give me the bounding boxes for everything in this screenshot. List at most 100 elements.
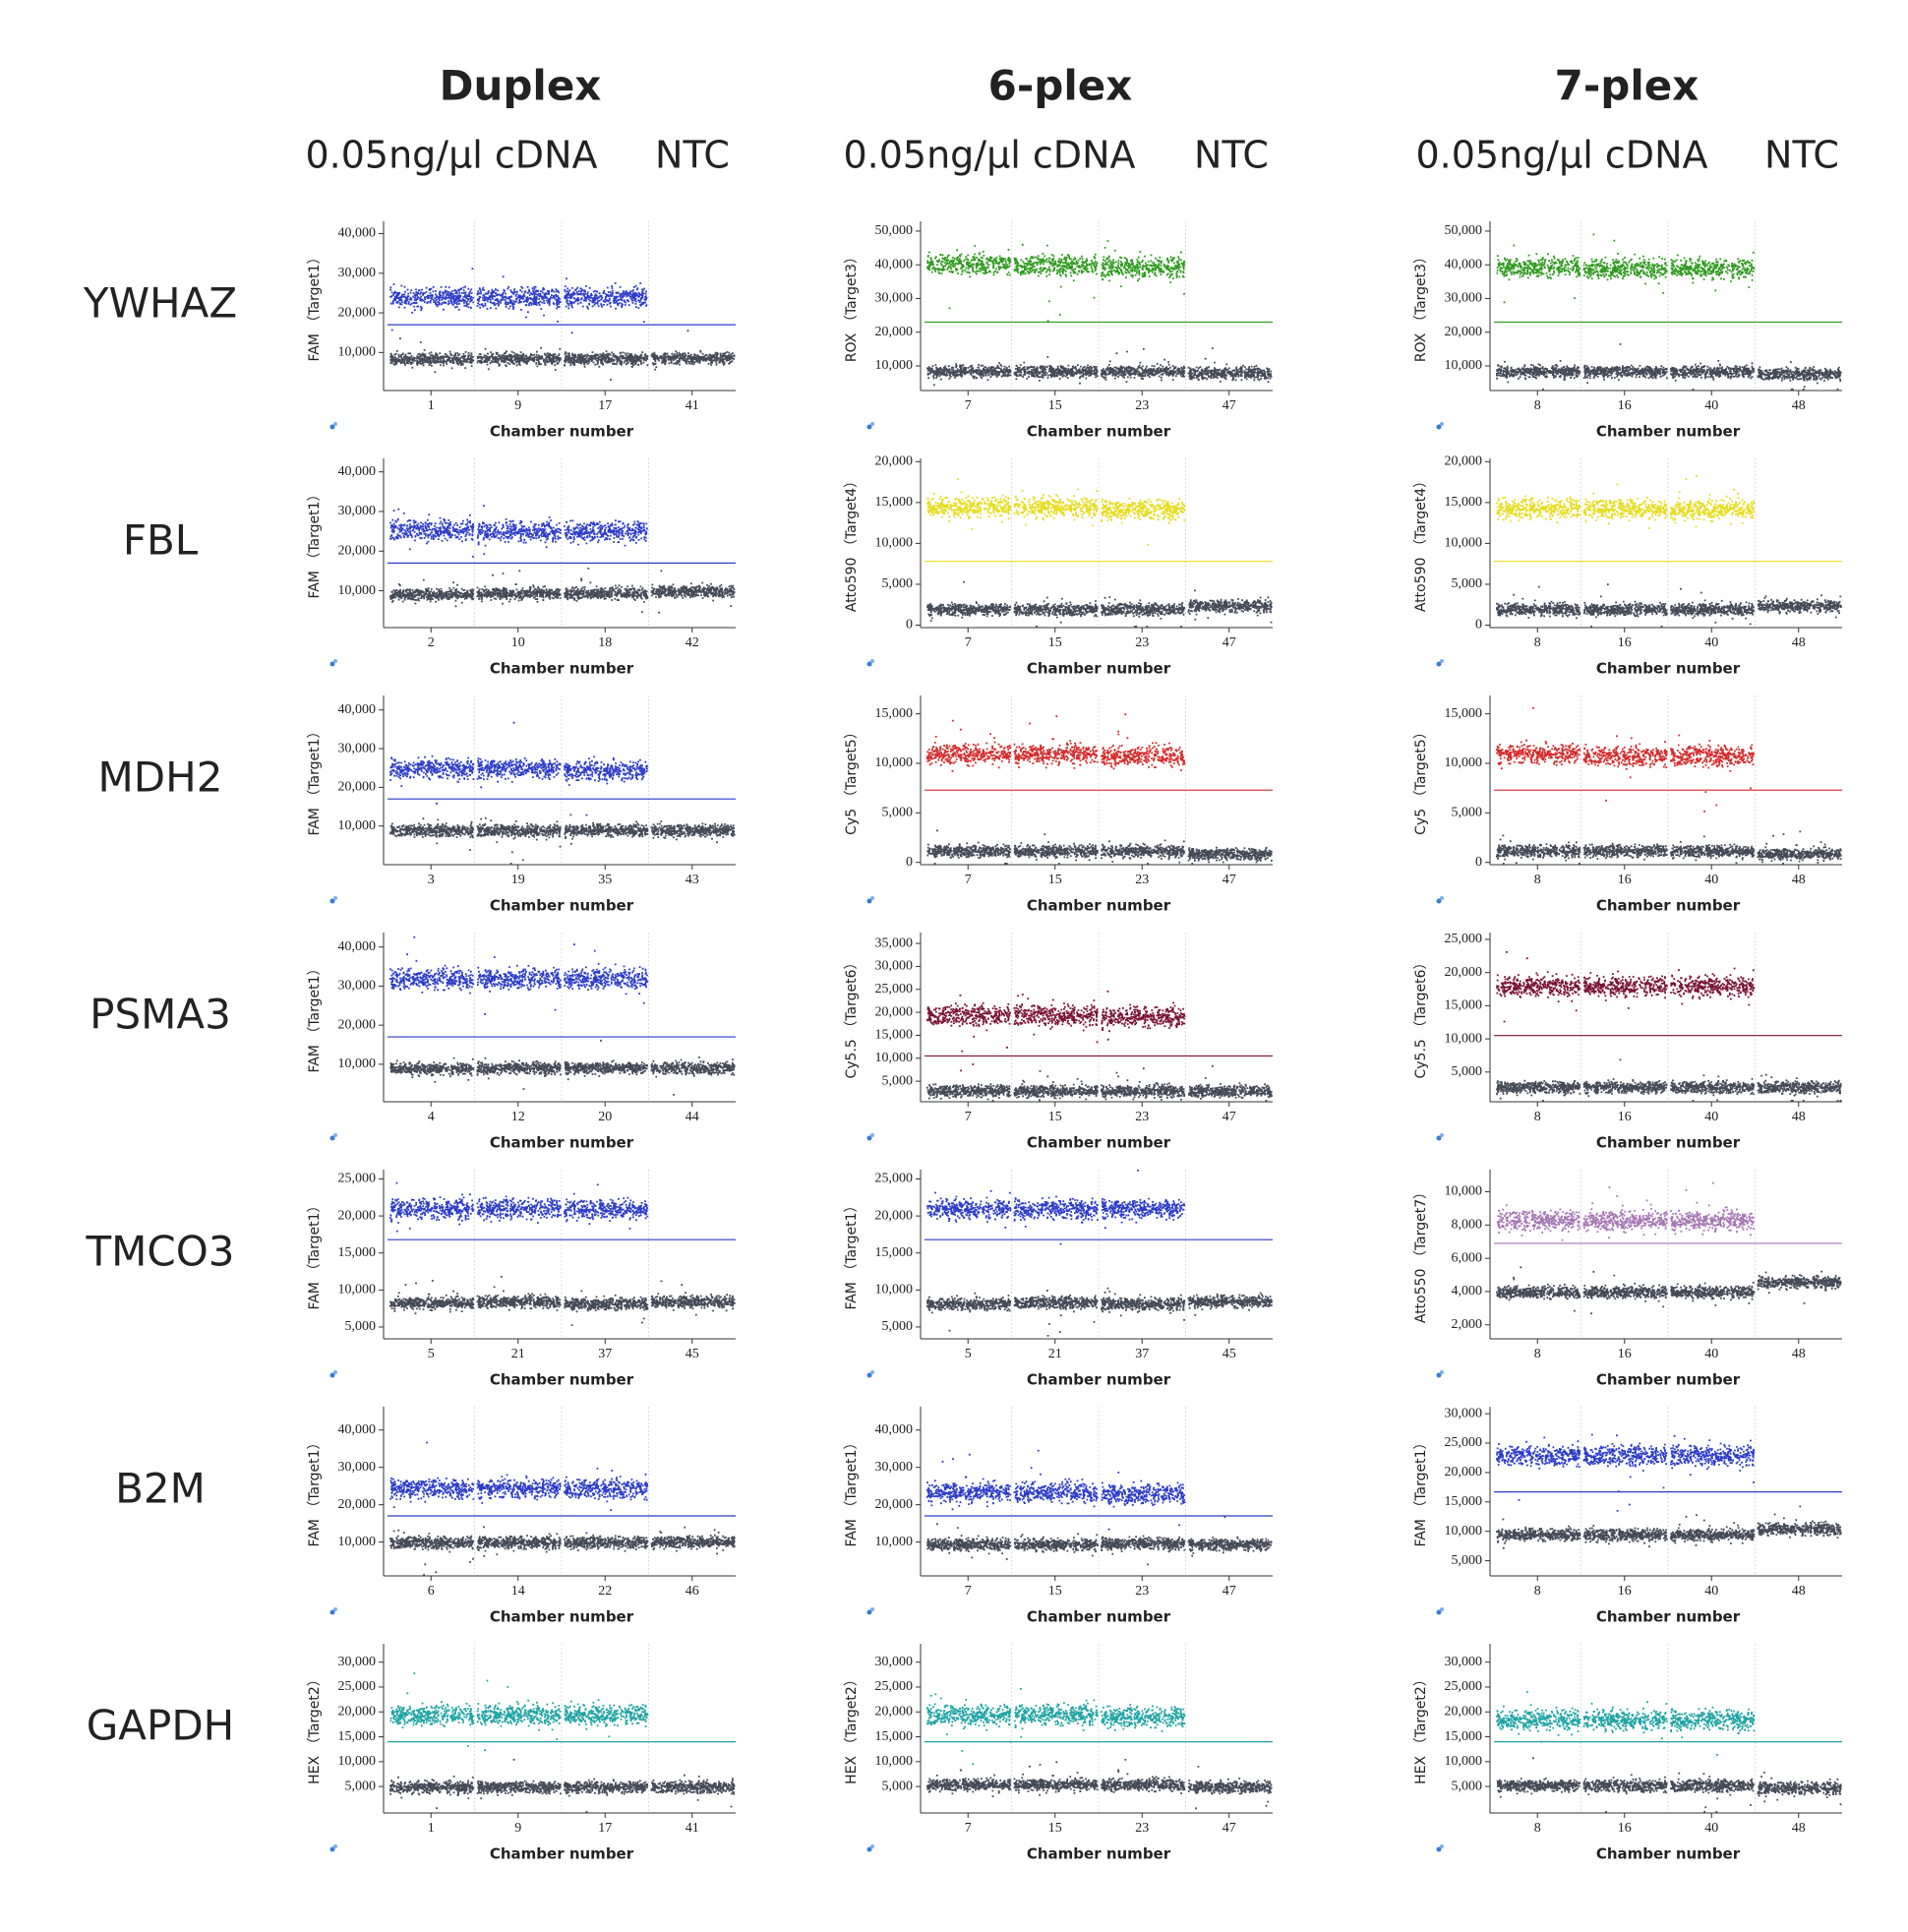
y-tick-label: 25,000 bbox=[1445, 1435, 1483, 1450]
icon bbox=[1436, 1372, 1442, 1378]
dot-cloud bbox=[1187, 347, 1273, 384]
dot-cloud bbox=[1013, 833, 1099, 865]
x-tick-label: 23 bbox=[1135, 635, 1149, 650]
y-tick-label: 10,000 bbox=[875, 358, 914, 373]
y-axis-label: HEX （Target2） bbox=[844, 1672, 860, 1784]
x-tick-label: 7 bbox=[965, 1584, 972, 1599]
x-axis-label: Chamber number bbox=[1596, 1371, 1741, 1389]
y-axis-label: FAM （Target1） bbox=[307, 487, 323, 598]
dot-cloud bbox=[389, 1280, 475, 1315]
dot-cloud bbox=[926, 1693, 1012, 1772]
dot-cloud bbox=[926, 1190, 1012, 1229]
x-axis-label: Chamber number bbox=[1027, 660, 1171, 678]
dot-cloud bbox=[476, 346, 562, 371]
x-tick-label: 40 bbox=[1704, 635, 1718, 650]
x-tick-label: 37 bbox=[1135, 1347, 1149, 1361]
dot-cloud bbox=[476, 1758, 562, 1800]
y-tick-label: 15,000 bbox=[1445, 1729, 1483, 1744]
dot-cloud bbox=[1187, 1766, 1273, 1810]
y-axis-label: Atto550 （Target7） bbox=[1413, 1185, 1429, 1323]
x-tick-label: 5 bbox=[428, 1347, 435, 1361]
panel: 5,000 10,000 15,000 20,000 25,000 8 16 40 48 Cham… bbox=[1413, 932, 1842, 1152]
dot-cloud bbox=[1582, 1270, 1668, 1315]
y-tick-label: 10,000 bbox=[338, 1754, 377, 1769]
x-tick-label: 16 bbox=[1618, 635, 1632, 650]
dot-cloud bbox=[476, 721, 562, 789]
dot-cloud bbox=[926, 580, 1011, 622]
x-tick-label: 8 bbox=[1534, 873, 1541, 887]
dot-cloud bbox=[1496, 1079, 1581, 1102]
dot-cloud bbox=[1757, 594, 1842, 619]
x-axis-label: Chamber number bbox=[1596, 660, 1741, 678]
dot-cloud bbox=[564, 519, 648, 547]
dot-cloud bbox=[1757, 1772, 1842, 1806]
dot-cloud bbox=[1496, 1518, 1581, 1549]
x-axis-label: Chamber number bbox=[1596, 423, 1741, 441]
y-tick-label: 0 bbox=[906, 618, 913, 633]
y-tick-label: 50,000 bbox=[875, 223, 914, 238]
x-tick-label: 23 bbox=[1135, 1110, 1149, 1124]
y-tick-label: 5,000 bbox=[882, 1319, 914, 1334]
y-tick-label: 10,000 bbox=[338, 1283, 377, 1298]
dot-cloud bbox=[476, 1276, 562, 1311]
dot-cloud bbox=[476, 505, 562, 555]
dot-cloud bbox=[564, 1699, 649, 1738]
y-tick-label: 20,000 bbox=[338, 305, 377, 320]
icon bbox=[329, 1846, 335, 1852]
dot-cloud bbox=[1101, 1704, 1186, 1732]
dot-cloud bbox=[564, 814, 649, 845]
x-axis-label: Chamber number bbox=[1596, 897, 1741, 915]
dot-cloud bbox=[1582, 1186, 1668, 1238]
x-tick-label: 1 bbox=[428, 398, 435, 413]
y-tick-label: 30,000 bbox=[338, 504, 377, 518]
y-tick-label: 10,000 bbox=[338, 1535, 377, 1549]
x-tick-label: 16 bbox=[1618, 1110, 1632, 1124]
dot-cloud bbox=[389, 268, 475, 332]
x-axis-label: Chamber number bbox=[1596, 1134, 1741, 1152]
y-tick-label: 5,000 bbox=[882, 576, 914, 591]
y-tick-label: 10,000 bbox=[875, 536, 914, 551]
y-tick-label: 10,000 bbox=[1445, 358, 1483, 373]
x-tick-label: 9 bbox=[514, 398, 521, 413]
dot-cloud bbox=[1101, 348, 1186, 384]
x-tick-label: 8 bbox=[1534, 398, 1541, 413]
dot-cloud bbox=[926, 1453, 1012, 1511]
dot-cloud bbox=[1013, 356, 1099, 385]
x-tick-label: 35 bbox=[598, 873, 612, 887]
dot-cloud bbox=[389, 337, 475, 374]
y-tick-label: 25,000 bbox=[338, 1172, 377, 1186]
dot-cloud bbox=[1013, 1761, 1099, 1796]
y-axis-label: HEX （Target2） bbox=[307, 1672, 323, 1784]
dot-cloud bbox=[1582, 1058, 1668, 1098]
y-tick-label: 5,000 bbox=[345, 1319, 377, 1334]
x-tick-label: 45 bbox=[686, 1347, 699, 1361]
dot-cloud bbox=[1013, 1449, 1099, 1508]
dot-cloud bbox=[650, 330, 736, 371]
x-tick-label: 48 bbox=[1792, 1110, 1806, 1124]
dot-cloud bbox=[650, 820, 736, 844]
y-tick-label: 40,000 bbox=[338, 939, 377, 954]
icon bbox=[1440, 1370, 1444, 1374]
x-tick-label: 3 bbox=[428, 873, 435, 887]
y-tick-label: 10,000 bbox=[1445, 1184, 1483, 1199]
dot-cloud bbox=[1670, 1706, 1756, 1756]
icon bbox=[866, 661, 872, 667]
control-label: NTC bbox=[655, 134, 730, 177]
dot-cloud bbox=[1101, 1472, 1186, 1531]
icon bbox=[866, 1846, 872, 1852]
y-tick-label: 8,000 bbox=[1452, 1218, 1483, 1233]
x-tick-label: 15 bbox=[1048, 398, 1062, 413]
row-label: PSMA3 bbox=[89, 991, 231, 1039]
y-tick-label: 15,000 bbox=[875, 1028, 914, 1043]
icon bbox=[329, 1609, 335, 1615]
x-tick-label: 18 bbox=[598, 635, 612, 650]
dot-cloud bbox=[389, 1441, 475, 1508]
dot-cloud bbox=[564, 943, 649, 1004]
y-tick-label: 20,000 bbox=[338, 1017, 377, 1032]
x-tick-label: 48 bbox=[1792, 398, 1806, 413]
y-tick-label: 40,000 bbox=[875, 1422, 914, 1437]
dot-cloud bbox=[1101, 1759, 1186, 1794]
y-tick-label: 0 bbox=[1475, 855, 1482, 870]
x-tick-label: 1 bbox=[428, 1821, 435, 1836]
dot-cloud bbox=[476, 570, 562, 605]
